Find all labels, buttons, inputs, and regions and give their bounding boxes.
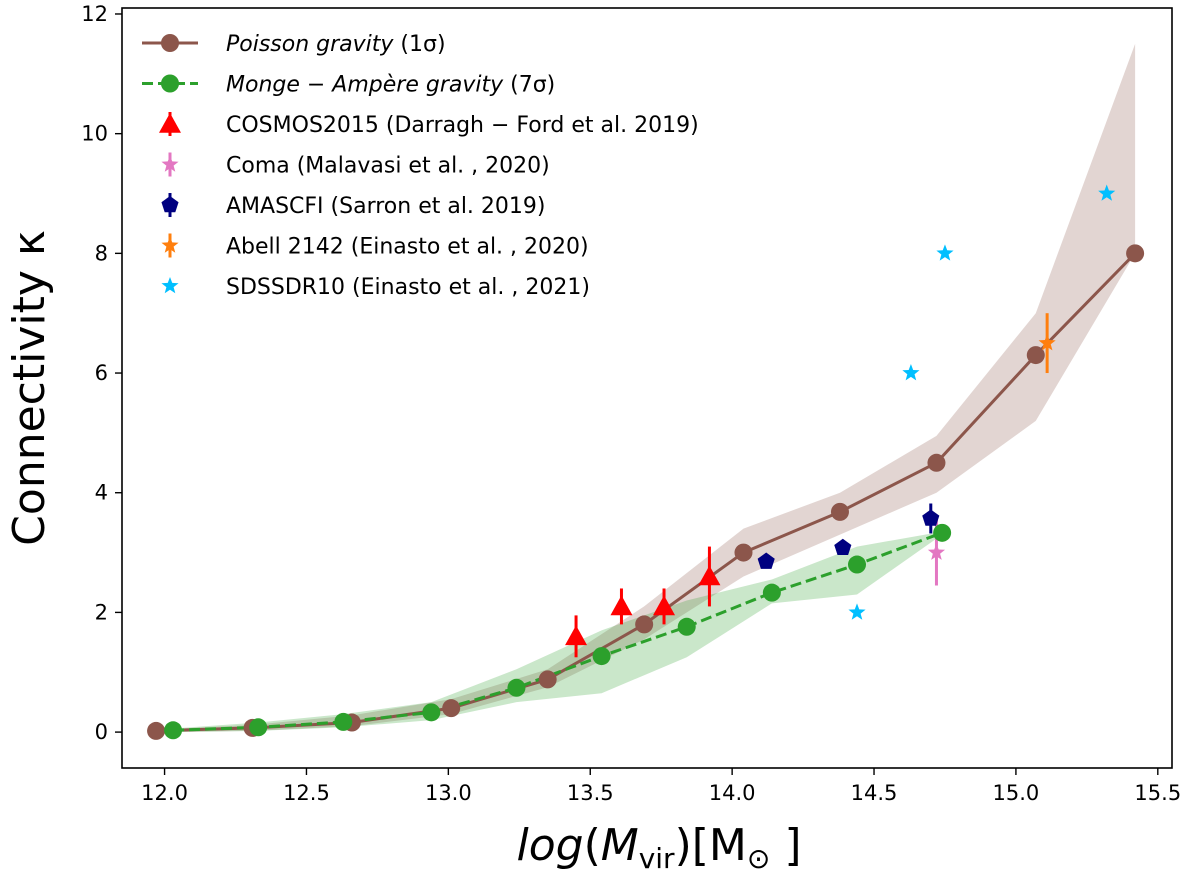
x-tick-label: 12.5: [283, 781, 330, 805]
x-tick-label: 14.5: [851, 781, 898, 805]
y-tick-label: 2: [95, 600, 108, 624]
x-tick-label: 13.5: [567, 781, 614, 805]
poisson-gravity-1-point: [442, 699, 461, 718]
y-tick-label: 10: [81, 122, 108, 146]
legend-label: AMASCFI (Sarron et al. 2019): [226, 194, 546, 219]
amascfi-sarron-et-al-2019-point: [922, 509, 940, 526]
x-tick-label: 15.5: [1134, 781, 1181, 805]
sdssdr10-einasto-et-al-2021-point: [848, 603, 866, 620]
legend-swatch-marker: [161, 236, 179, 253]
cosmos2015-darragh-ford-et-al-2019-point: [698, 565, 721, 586]
cosmos2015-darragh-ford-et-al-2019-point: [653, 595, 676, 616]
y-axis-label-text: Connectivity κ: [4, 230, 55, 546]
y-tick-label: 12: [81, 2, 108, 26]
sdssdr10-einasto-et-al-2021-point: [902, 364, 920, 381]
monge-amp-re-gravity-7-point: [933, 523, 952, 542]
y-tick-label: 0: [95, 720, 108, 744]
monge-amp-re-gravity-7-point: [507, 678, 526, 697]
series-markers: [147, 184, 1145, 740]
legend-label: Poisson gravity (1σ): [226, 32, 446, 57]
monge-amp-re-gravity-7-point: [592, 647, 611, 666]
legend: Poisson gravity (1σ) Monge − Ampère gravi…: [142, 32, 699, 300]
abell-2142-einasto-et-al-2020-point: [1038, 334, 1056, 351]
poisson-gravity-1-point: [830, 502, 849, 521]
poisson-gravity-1-point: [147, 721, 166, 740]
legend-swatch-marker: [161, 155, 179, 172]
monge-amp-re-gravity-7-point: [334, 712, 353, 731]
y-axis-label: Connectivity κ: [4, 230, 55, 546]
monge-amp-re-gravity-7-point: [677, 617, 696, 636]
x-axis-label: log(Mvir)[M⊙ ]: [516, 820, 801, 875]
monge-amp-re-gravity-7-point: [164, 721, 183, 740]
cosmos2015-darragh-ford-et-al-2019-point: [610, 595, 633, 616]
y-tick-label: 6: [95, 361, 108, 385]
poisson-gravity-1-point: [734, 543, 753, 562]
cosmos2015-darragh-ford-et-al-2019-point: [565, 625, 588, 646]
monge-amp-re-gravity-7-point: [762, 583, 781, 602]
legend-item-coma-malavasi-et-al-2020: Coma (Malavasi et al. , 2020): [161, 152, 550, 179]
legend-label: SDSSDR10 (Einasto et al. , 2021): [226, 275, 590, 300]
axis-ticks: 12.0 12.5 13.0 13.5 14.0 14.5 15.0 15.5 0 2 4 6 8 10 1…: [81, 2, 1181, 805]
monge-amp-re-gravity-7-point: [422, 703, 441, 722]
legend-label: Coma (Malavasi et al. , 2020): [226, 154, 550, 179]
legend-item-monge-amp-re-gravity-7: Monge − Ampère gravity (7σ): [142, 73, 555, 98]
legend-item-amascfi-sarron-et-al-2019: AMASCFI (Sarron et al. 2019): [161, 193, 546, 219]
x-tick-label: 15.0: [993, 781, 1040, 805]
legend-item-cosmos2015-darragh-ford-et-al-2019: COSMOS2015 (Darragh − Ford et al. 2019): [159, 112, 699, 138]
y-tick-label: 4: [95, 481, 108, 505]
uncertainty-bands: [156, 43, 1136, 733]
plot-frame: [121, 7, 1173, 769]
amascfi-sarron-et-al-2019-point: [834, 538, 852, 556]
legend-item-abell-2142-einasto-et-al-2020: Abell 2142 (Einasto et al. , 2020): [161, 233, 589, 260]
sdssdr10-einasto-et-al-2021-point: [1098, 184, 1116, 201]
legend-label: Monge − Ampère gravity (7σ): [226, 73, 555, 98]
poisson-gravity-1-point: [1026, 346, 1045, 365]
y-tick-label: 8: [95, 241, 108, 265]
monge-amp-re-gravity-7-line: [173, 531, 943, 732]
monge-amp-re-gravity-7-band: [173, 531, 943, 733]
legend-swatch-marker: [161, 34, 179, 52]
legend-swatch-marker: [161, 196, 179, 213]
poisson-gravity-1-point: [927, 453, 946, 472]
x-tick-label: 13.0: [425, 781, 472, 805]
legend-item-sdssdr10-einasto-et-al-2021: SDSSDR10 (Einasto et al. , 2021): [161, 275, 590, 300]
monge-amp-re-gravity-7-point: [848, 555, 866, 574]
amascfi-sarron-et-al-2019-point: [757, 552, 775, 569]
monge-amp-re-gravity-7-point: [249, 718, 268, 737]
coma-malavasi-et-al-2020-point: [927, 543, 946, 560]
legend-swatch-marker: [161, 74, 179, 93]
legend-label: Abell 2142 (Einasto et al. , 2020): [226, 235, 589, 260]
x-tick-label: 12.0: [141, 781, 188, 805]
legend-item-poisson-gravity-1: Poisson gravity (1σ): [142, 32, 446, 57]
legend-swatch-marker: [161, 277, 179, 294]
poisson-gravity-1-point: [538, 670, 557, 689]
sdssdr10-einasto-et-al-2021-point: [936, 244, 954, 261]
legend-swatch-marker: [159, 113, 181, 133]
poisson-gravity-1-point: [1126, 244, 1145, 263]
x-tick-label: 14.0: [709, 781, 756, 805]
poisson-gravity-1-point: [635, 615, 654, 634]
legend-label: COSMOS2015 (Darragh − Ford et al. 2019): [226, 113, 699, 138]
